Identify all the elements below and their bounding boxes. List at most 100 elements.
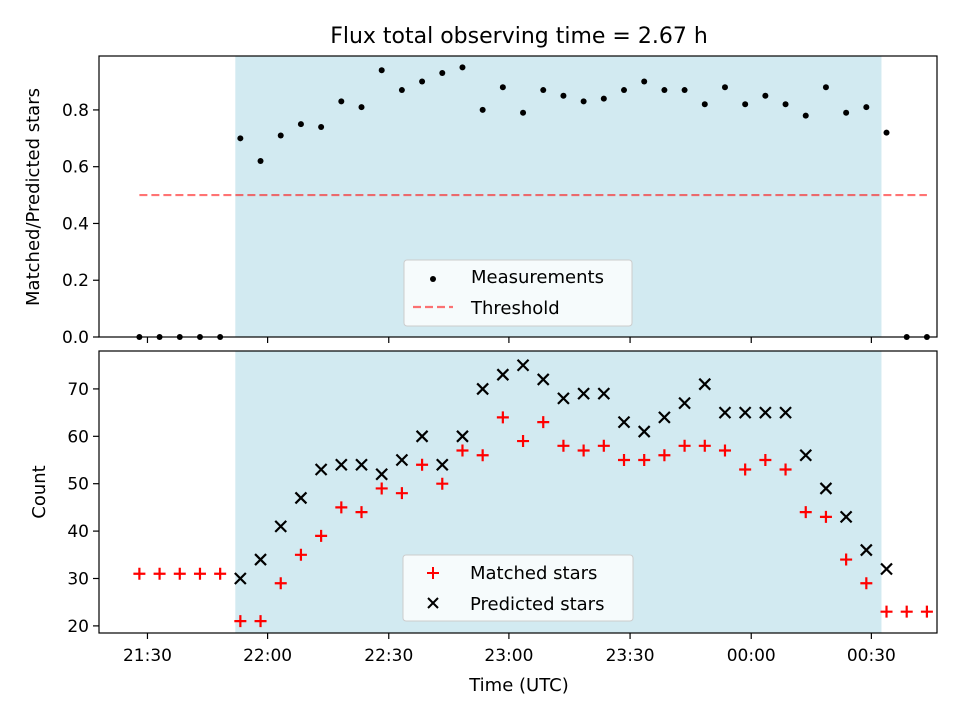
time-x-tick-label: 23:30 [606,646,655,666]
matched-star-point [193,567,206,580]
predicted-star-point [516,358,530,372]
predicted-star-point [456,430,469,443]
matched-star-point [597,439,610,452]
measurement-point [782,101,789,108]
predicted-star-point [395,453,409,467]
time-x-tick-label: 00:30 [847,646,896,666]
matched-star-point [658,449,671,462]
measurement-point [439,70,446,77]
predicted-star-point [314,463,328,476]
count-y-tick-label: 30 [67,569,89,589]
matched-star-point [698,439,711,452]
legend-predicted-label: Predicted stars [470,594,604,615]
measurement-point [297,121,304,128]
predicted-star-point [294,491,308,505]
measurement-point [540,87,547,94]
count-y-tick-label: 50 [67,475,89,495]
chart-title: Flux total observing time = 2.67 h [330,24,708,49]
count-y-tick-label: 20 [67,617,89,637]
matched-star-point [678,439,691,452]
predicted-star-point [496,368,510,381]
predicted-star-point [658,411,671,424]
predicted-star-point [880,562,893,576]
measurement-point [661,87,668,94]
predicted-star-point [536,373,550,386]
ratio-axes-frame [98,55,938,338]
count-legend-box [402,554,634,622]
matched-star-point [315,529,328,542]
ratio-y-axis-label: Matched/Predicted stars [23,88,44,306]
measurement-point [419,78,426,85]
matched-star-point [133,567,146,580]
count-panel: 20 30 40 50 60 70 21:30 22:00 22:30 23:00 23:30 00:… [29,350,938,696]
measurement-point [701,101,708,108]
predicted-star-point [335,458,348,472]
count-marks [133,358,933,628]
matched-star-point [395,487,408,500]
time-x-tick-label: 00:00 [727,646,776,666]
ratio-axis-ticks: 0.0 0.2 0.4 0.6 0.8 [62,101,872,348]
predicted-star-point [799,448,813,462]
matched-star-point [416,458,429,471]
matched-star-point [718,444,731,457]
predicted-star-point [617,415,631,429]
count-axes-frame [98,350,938,634]
measurement-point [479,106,486,113]
ratio-panel: 0.00.20.40.60.8 Matched/Predicted stars … [23,55,938,348]
measurement-point [398,87,405,94]
measurement-point [681,87,688,94]
measurement-point [802,112,809,119]
ratio-y-tick-label: 0.2 [62,271,89,291]
predicted-star-point [254,553,267,566]
legend-matched-label: Matched stars [470,563,597,584]
measurement-point [378,67,385,74]
matched-star-point [335,501,348,514]
ratio-y-tick-label: 0.8 [62,101,89,121]
predicted-legend-marker [427,597,439,609]
matched-star-point [234,615,247,628]
matched-star-point [577,444,590,457]
matched-star-point [759,454,772,467]
predicted-star-point [597,387,611,400]
measurement-point [721,84,728,91]
measurement-point [600,95,607,102]
matched-star-point [920,605,933,618]
predicted-star-point [759,406,772,419]
legend-threshold-label: Threshold [470,298,560,319]
matched-star-point [537,416,550,429]
ratio-marks [136,64,930,340]
predicted-star-point [819,482,833,495]
measurement-point [843,109,850,116]
measurement-point [318,123,325,130]
predicted-star-point [476,382,489,396]
time-x-tick-label: 22:30 [364,646,413,666]
measurement-point [641,78,648,85]
matched-star-point [880,605,893,618]
matched-star-point [274,577,287,590]
matched-star-point [254,615,267,628]
time-x-axis-label: Time (UTC) [468,675,569,696]
predicted-star-point [860,543,873,557]
predicted-star-point [577,387,590,400]
predicted-star-point [355,458,368,472]
measurement-point [822,84,829,91]
measurement-point [459,64,466,71]
time-x-tick-label: 23:00 [484,646,533,666]
matched-star-point [638,454,651,467]
count-y-tick-label: 60 [67,427,89,447]
measurement-point [358,104,365,111]
measurement-point [499,84,506,91]
matched-star-point [779,463,792,476]
measurement-point [883,129,890,136]
measurement-point [580,98,587,105]
predicted-star-point [375,467,388,481]
measurement-point [237,135,244,142]
ratio-y-tick-label: 0.4 [62,214,89,234]
predicted-star-point [274,520,288,533]
predicted-star-point [678,396,691,410]
count-y-tick-label: 40 [67,522,89,542]
matched-star-point [375,482,388,495]
matched-star-point [840,553,853,566]
measurement-point [338,98,345,105]
predicted-star-point [435,458,449,472]
